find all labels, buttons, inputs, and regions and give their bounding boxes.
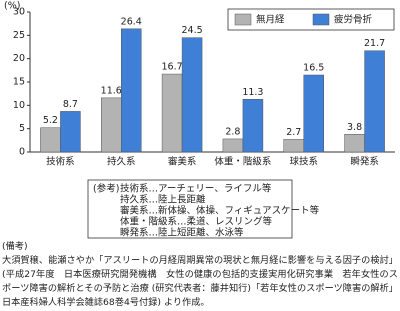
value-label: 3.8	[347, 122, 362, 133]
y-tick-label: 20	[13, 53, 25, 64]
x-tick-label: 技術系	[46, 156, 75, 168]
note-line: 瞬発系…陸上短距離、水泳等	[120, 227, 244, 239]
value-label: 11.3	[242, 87, 263, 98]
source: (備考) 大須賀穣、能瀬さやか「アスリートの月経周期異常の現状と無月経に影響を与…	[2, 240, 398, 310]
bar	[364, 50, 385, 153]
y-tick-label: 30	[13, 7, 25, 18]
x-tick-label: 球技系	[289, 156, 318, 168]
legend-label: 無月経	[256, 14, 285, 26]
bar	[161, 73, 183, 153]
notes-label: (参考)	[93, 183, 119, 195]
bar	[121, 28, 142, 153]
bar	[101, 97, 122, 153]
value-label: 5.2	[43, 115, 58, 126]
chart: (%) (参考) 0 5 10 15 20 25 30 技術系 5.2 8.7 持久系 11.6 26.…	[4, 1, 395, 239]
legend-box	[227, 8, 395, 31]
bar	[283, 139, 304, 153]
bar	[181, 37, 203, 153]
bar	[60, 111, 81, 153]
value-label: 11.6	[101, 85, 122, 96]
value-label: 2.8	[225, 126, 240, 137]
legend-swatch	[234, 13, 252, 26]
y-tick-label: 10	[13, 100, 25, 111]
note-line: 体重・階級系…柔道、レスリング等	[120, 216, 273, 228]
y-tick-label: 15	[13, 77, 25, 88]
note-line: 審美系…新体操、体操、フィギュアスケート等	[120, 205, 320, 217]
note-line: 持久系…陸上長距離	[120, 194, 206, 206]
x-tick-label: 審美系	[168, 156, 197, 168]
value-label: 16.7	[162, 62, 183, 73]
x-tick-label: 瞬発系	[350, 156, 379, 168]
x-tick-label: 持久系	[107, 156, 136, 168]
value-label: 21.7	[364, 38, 385, 49]
legend-swatch	[312, 13, 330, 26]
bar	[344, 134, 365, 153]
note-line: 技術系…アーチェリー、ライフル等	[120, 183, 272, 195]
bar	[222, 138, 244, 153]
value-label: 24.5	[182, 25, 203, 36]
value-label: 16.5	[303, 63, 324, 74]
y-axis-label: (%)	[4, 1, 20, 12]
source-label: (備考)	[2, 241, 28, 252]
x-tick-label: 体重・階級系	[214, 156, 271, 168]
bar	[303, 74, 324, 153]
source-text: 大須賀穣、能瀬さやか「アスリートの月経周期異常の現状と無月経に影響を与える因子の…	[2, 255, 398, 308]
y-tick-label: 0	[19, 147, 25, 158]
bar	[242, 99, 264, 153]
notes-box	[87, 179, 293, 239]
bar	[40, 127, 61, 153]
value-label: 8.7	[63, 99, 78, 110]
value-label: 26.4	[121, 16, 142, 27]
y-tick-label: 25	[13, 30, 25, 41]
y-tick-label: 5	[19, 123, 25, 134]
legend-label: 疲労骨折	[334, 14, 373, 26]
value-label: 2.7	[286, 127, 301, 138]
